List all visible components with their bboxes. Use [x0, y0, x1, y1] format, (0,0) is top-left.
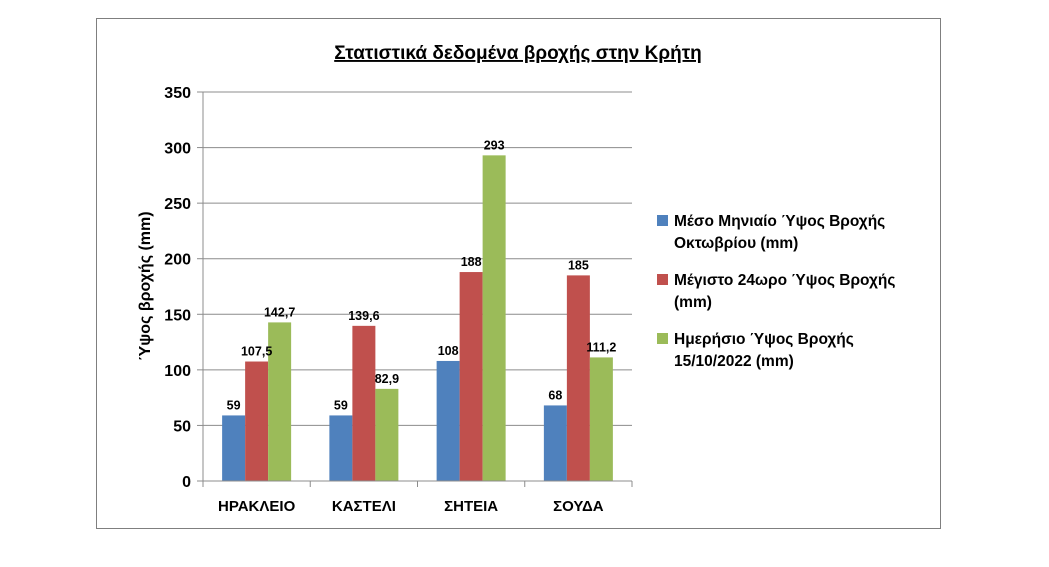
data-label: 68 [548, 388, 562, 402]
data-label: 111,2 [586, 340, 616, 354]
y-tick-label: 250 [164, 196, 191, 213]
data-label: 188 [461, 255, 482, 269]
y-tick-label: 150 [164, 307, 191, 324]
y-tick-label: 350 [164, 85, 191, 102]
data-label: 107,5 [241, 345, 272, 359]
bar [482, 155, 506, 481]
category-label: ΣΗΤΕΙΑ [444, 498, 498, 515]
legend-swatch [657, 215, 668, 226]
y-axis-label: Ύψος βροχής (mm) [137, 211, 154, 360]
bar [589, 357, 613, 481]
bar [375, 388, 399, 481]
bar [352, 325, 376, 481]
data-label: 142,7 [264, 305, 295, 319]
y-tick-labels: 0 50 100 150 200 250 300 350 [164, 85, 191, 491]
data-label: 59 [334, 398, 348, 412]
bar [566, 275, 590, 481]
bar [459, 272, 483, 481]
legend: Μέσο Μηνιαίο Ύψος Βροχής Οκτωβρίου (mm) Μέ… [657, 213, 895, 370]
data-label: 108 [438, 344, 459, 358]
chart-title: Στατιστικά δεδομένα βροχής στην Κρήτη [334, 43, 702, 64]
bar [268, 322, 292, 481]
data-label: 82,9 [375, 372, 399, 386]
category-label: ΗΡΑΚΛΕΙΟ [218, 498, 296, 515]
legend-label: Μέσο Μηνιαίο Ύψος Βροχής [674, 213, 885, 230]
y-tick-label: 200 [164, 252, 191, 269]
data-label: 139,6 [348, 309, 379, 323]
category-labels: ΗΡΑΚΛΕΙΟ ΚΑΣΤΕΛΙ ΣΗΤΕΙΑ ΣΟΥΔΑ [218, 498, 604, 515]
bar [222, 415, 246, 481]
bar [245, 361, 269, 481]
legend-label: (mm) [674, 294, 712, 311]
y-tick-label: 50 [173, 418, 191, 435]
bar [329, 415, 353, 481]
data-label: 185 [568, 258, 589, 272]
legend-swatch [657, 333, 668, 344]
bar [543, 405, 567, 481]
category-label: ΚΑΣΤΕΛΙ [332, 498, 396, 515]
bars [222, 155, 613, 481]
data-label: 293 [484, 138, 505, 152]
legend-label: Ημερήσιο Ύψος Βροχής [674, 331, 854, 348]
legend-label: Μέγιστο 24ωρο Ύψος Βροχής [674, 272, 895, 289]
category-label: ΣΟΥΔΑ [553, 498, 604, 515]
bar [436, 360, 460, 481]
y-tick-label: 100 [164, 363, 191, 380]
legend-label: 15/10/2022 (mm) [674, 353, 794, 370]
data-label: 59 [227, 398, 241, 412]
axes [202, 92, 632, 482]
y-tick-label: 0 [182, 474, 191, 491]
legend-label: Οκτωβρίου (mm) [674, 235, 798, 252]
y-tick-label: 300 [164, 141, 191, 158]
data-labels: 59 107,5 142,7 59 139,6 82,9 108 188 293 68 185 111… [227, 138, 617, 412]
legend-swatch [657, 274, 668, 285]
